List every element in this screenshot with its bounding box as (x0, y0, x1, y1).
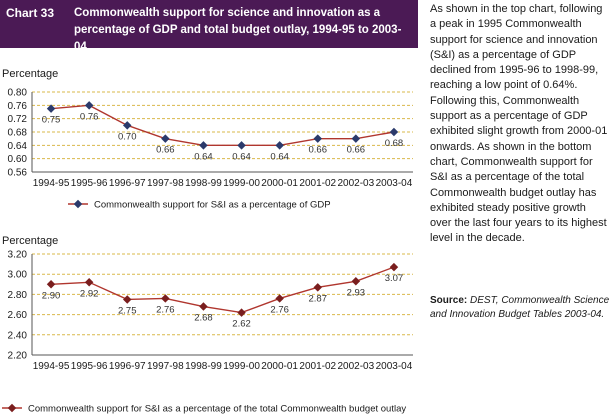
x-tick-label: 2002-03 (337, 361, 374, 372)
data-label: 0.68 (385, 138, 404, 149)
data-point (275, 294, 284, 303)
legend-marker (7, 403, 17, 413)
data-point (46, 104, 56, 113)
x-tick-label: 1999-00 (223, 178, 260, 189)
data-label: 2.75 (118, 305, 137, 316)
data-point (237, 141, 246, 150)
data-point (389, 262, 399, 272)
source-note: Source: DEST, Commonwealth Science and I… (430, 294, 612, 322)
y-tick-label: 3.00 (8, 270, 28, 281)
data-label: 0.70 (118, 131, 137, 142)
x-tick-label: 1998-99 (185, 178, 222, 189)
legend-marker (73, 199, 83, 209)
x-tick-label: 2000-01 (261, 178, 298, 189)
data-point (351, 134, 361, 143)
chart-budget-outlay: Percentage 3.20 3.00 2.80 2.60 2.40 2.20 1994-9… (2, 235, 413, 415)
data-label: 2.68 (194, 313, 213, 324)
y-tick-label: 3.20 (8, 250, 28, 261)
data-label: 0.66 (347, 145, 366, 156)
y-tick-label: 0.80 (8, 88, 28, 99)
x-tick-label: 1995-96 (71, 178, 108, 189)
x-tick-label: 1997-98 (147, 178, 184, 189)
x-tick-label: 1999-00 (223, 361, 260, 372)
data-label: 2.93 (347, 287, 366, 298)
x-tick-label: 1994-95 (33, 361, 70, 372)
data-point (275, 141, 284, 150)
y-tick-label: 2.80 (8, 290, 28, 301)
data-label: 0.64 (270, 151, 289, 162)
legend-label: Commonwealth support for S&I as a percen… (94, 200, 331, 211)
data-point (351, 277, 361, 286)
y-tick-label: 2.60 (8, 310, 28, 321)
source-body: DEST, Commonwealth Science and Innovatio… (430, 295, 610, 320)
data-label: 0.64 (232, 151, 251, 162)
data-point (237, 308, 246, 317)
data-label: 0.66 (156, 145, 175, 156)
x-tick-label: 2001-02 (299, 178, 336, 189)
x-tick-label: 2002-03 (337, 178, 374, 189)
chart-gdp: Percentage 0.80 0.76 0.72 0.68 0.64 0.60 0.56 19… (2, 68, 413, 211)
x-tick-label: 1994-95 (33, 178, 70, 189)
y-tick-label: 2.40 (8, 330, 28, 341)
legend-label: Commonwealth support for S&I as a percen… (28, 404, 406, 415)
data-point (123, 121, 132, 130)
data-point (84, 101, 94, 110)
chart-header: Chart 33 Commonwealth support for scienc… (0, 0, 418, 53)
data-label: 2.92 (80, 288, 99, 299)
y-tick-label: 2.20 (8, 351, 28, 362)
x-tick-label: 2003-04 (376, 178, 413, 189)
data-label: 2.90 (42, 290, 61, 301)
y-tick-label: 0.68 (8, 128, 28, 139)
x-tick-label: 1998-99 (185, 361, 222, 372)
data-label: 2.62 (232, 319, 251, 330)
source-label: Source: (430, 295, 468, 306)
y-tick-label: 0.56 (8, 168, 28, 179)
series-line (51, 266, 395, 314)
data-point (161, 134, 170, 143)
y-tick-label: 0.72 (8, 114, 28, 125)
data-label: 0.66 (309, 145, 328, 156)
data-point (199, 302, 208, 311)
series-line (50, 104, 395, 147)
x-tick-label: 1996-97 (109, 361, 146, 372)
chart-number: Chart 33 (6, 6, 55, 20)
y-tick-label: 0.60 (8, 154, 28, 165)
data-point (199, 141, 208, 150)
data-point (313, 134, 322, 143)
x-tick-label: 1997-98 (147, 361, 184, 372)
y-axis-title: Percentage (2, 235, 58, 247)
x-tick-label: 2000-01 (261, 361, 298, 372)
x-tick-label: 1996-97 (109, 178, 146, 189)
data-label: 0.64 (194, 151, 213, 162)
data-label: 2.76 (156, 304, 175, 315)
chart-title: Commonwealth support for science and inn… (74, 7, 402, 53)
data-point (389, 127, 399, 137)
x-tick-label: 1995-96 (71, 361, 108, 372)
x-tick-label: 2001-02 (299, 361, 336, 372)
data-point (123, 295, 132, 304)
y-tick-label: 0.76 (8, 101, 28, 112)
data-label: 0.75 (42, 115, 61, 126)
data-label: 3.07 (385, 273, 404, 284)
data-point (46, 280, 56, 289)
data-label: 0.76 (80, 111, 99, 122)
data-point (313, 283, 322, 292)
commentary-text: As shown in the top chart, following a p… (430, 3, 608, 245)
x-tick-label: 2003-04 (376, 361, 413, 372)
data-point (84, 278, 94, 287)
y-tick-label: 0.64 (8, 141, 28, 152)
data-label: 2.87 (309, 293, 328, 304)
data-label: 2.76 (270, 304, 289, 315)
y-axis-title: Percentage (2, 68, 58, 80)
data-point (161, 294, 170, 303)
